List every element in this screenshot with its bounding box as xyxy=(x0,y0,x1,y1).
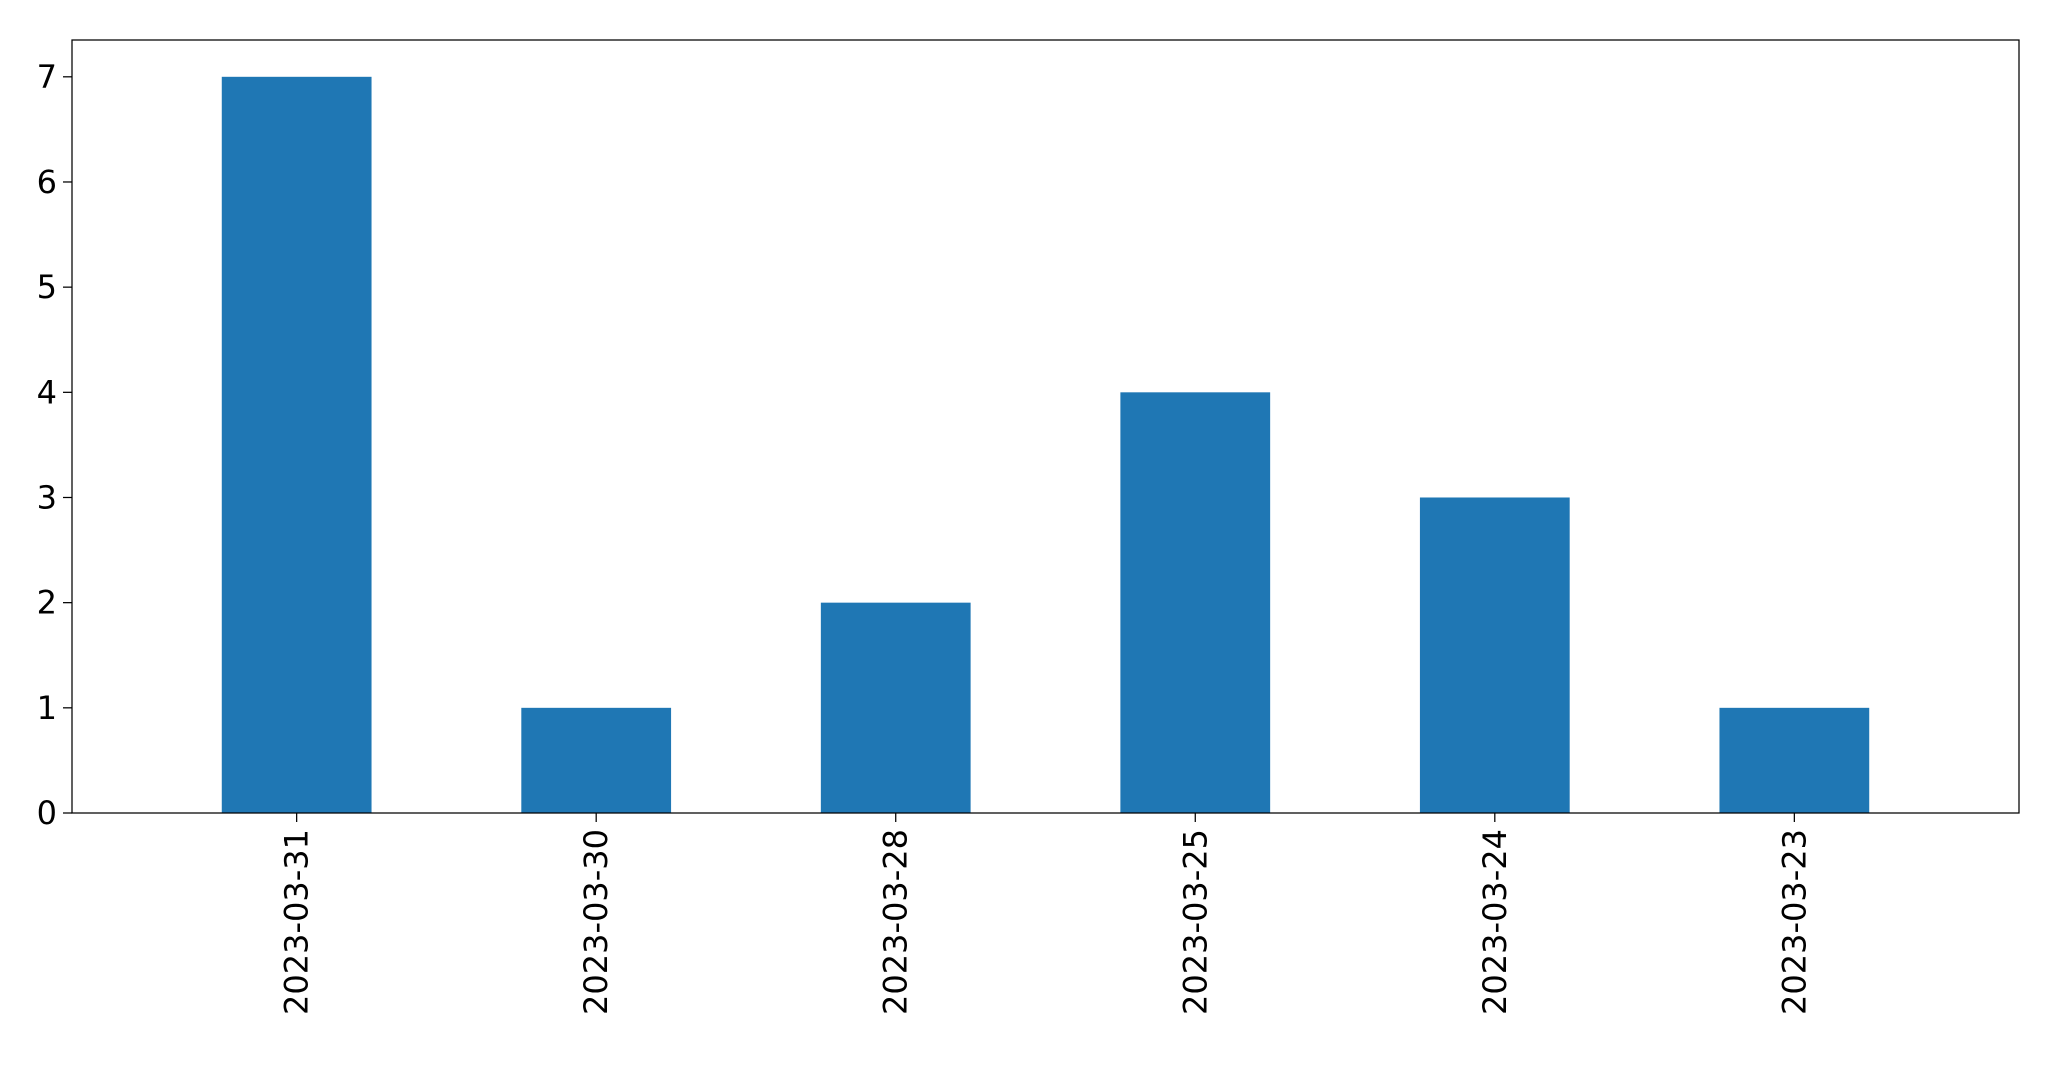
bar-2023-03-31 xyxy=(221,76,372,814)
x-tick-label: 2023-03-25 xyxy=(1176,829,1214,1015)
y-tick-label: 0 xyxy=(37,794,57,832)
y-tick-label: 4 xyxy=(37,373,57,411)
y-tick-label: 2 xyxy=(37,584,57,622)
plot-frame xyxy=(71,39,2020,814)
y-tick-label: 3 xyxy=(37,478,57,516)
y-axis-ticks: 0 1 2 3 4 5 6 7 xyxy=(37,58,72,832)
x-tick-label: 2023-03-31 xyxy=(278,829,316,1015)
bar-2023-03-30 xyxy=(521,707,672,813)
x-tick-label: 2023-03-30 xyxy=(577,829,615,1015)
bar-2023-03-23 xyxy=(1719,707,1870,813)
x-axis-ticks: 2023-03-31 2023-03-30 2023-03-28 2023-03-25… xyxy=(278,813,1813,1015)
y-tick-label: 6 xyxy=(37,163,57,201)
x-tick-label: 2023-03-23 xyxy=(1775,829,1813,1015)
x-tick-label: 2023-03-28 xyxy=(877,829,915,1015)
bar-2023-03-25 xyxy=(1120,392,1271,813)
bar-2023-03-24 xyxy=(1419,497,1570,813)
y-tick-label: 1 xyxy=(37,689,57,727)
y-tick-label: 7 xyxy=(37,58,57,96)
bars-layer xyxy=(221,76,1870,814)
x-tick-label: 2023-03-24 xyxy=(1476,829,1514,1015)
y-tick-label: 5 xyxy=(37,268,57,306)
bar-2023-03-28 xyxy=(820,602,971,813)
